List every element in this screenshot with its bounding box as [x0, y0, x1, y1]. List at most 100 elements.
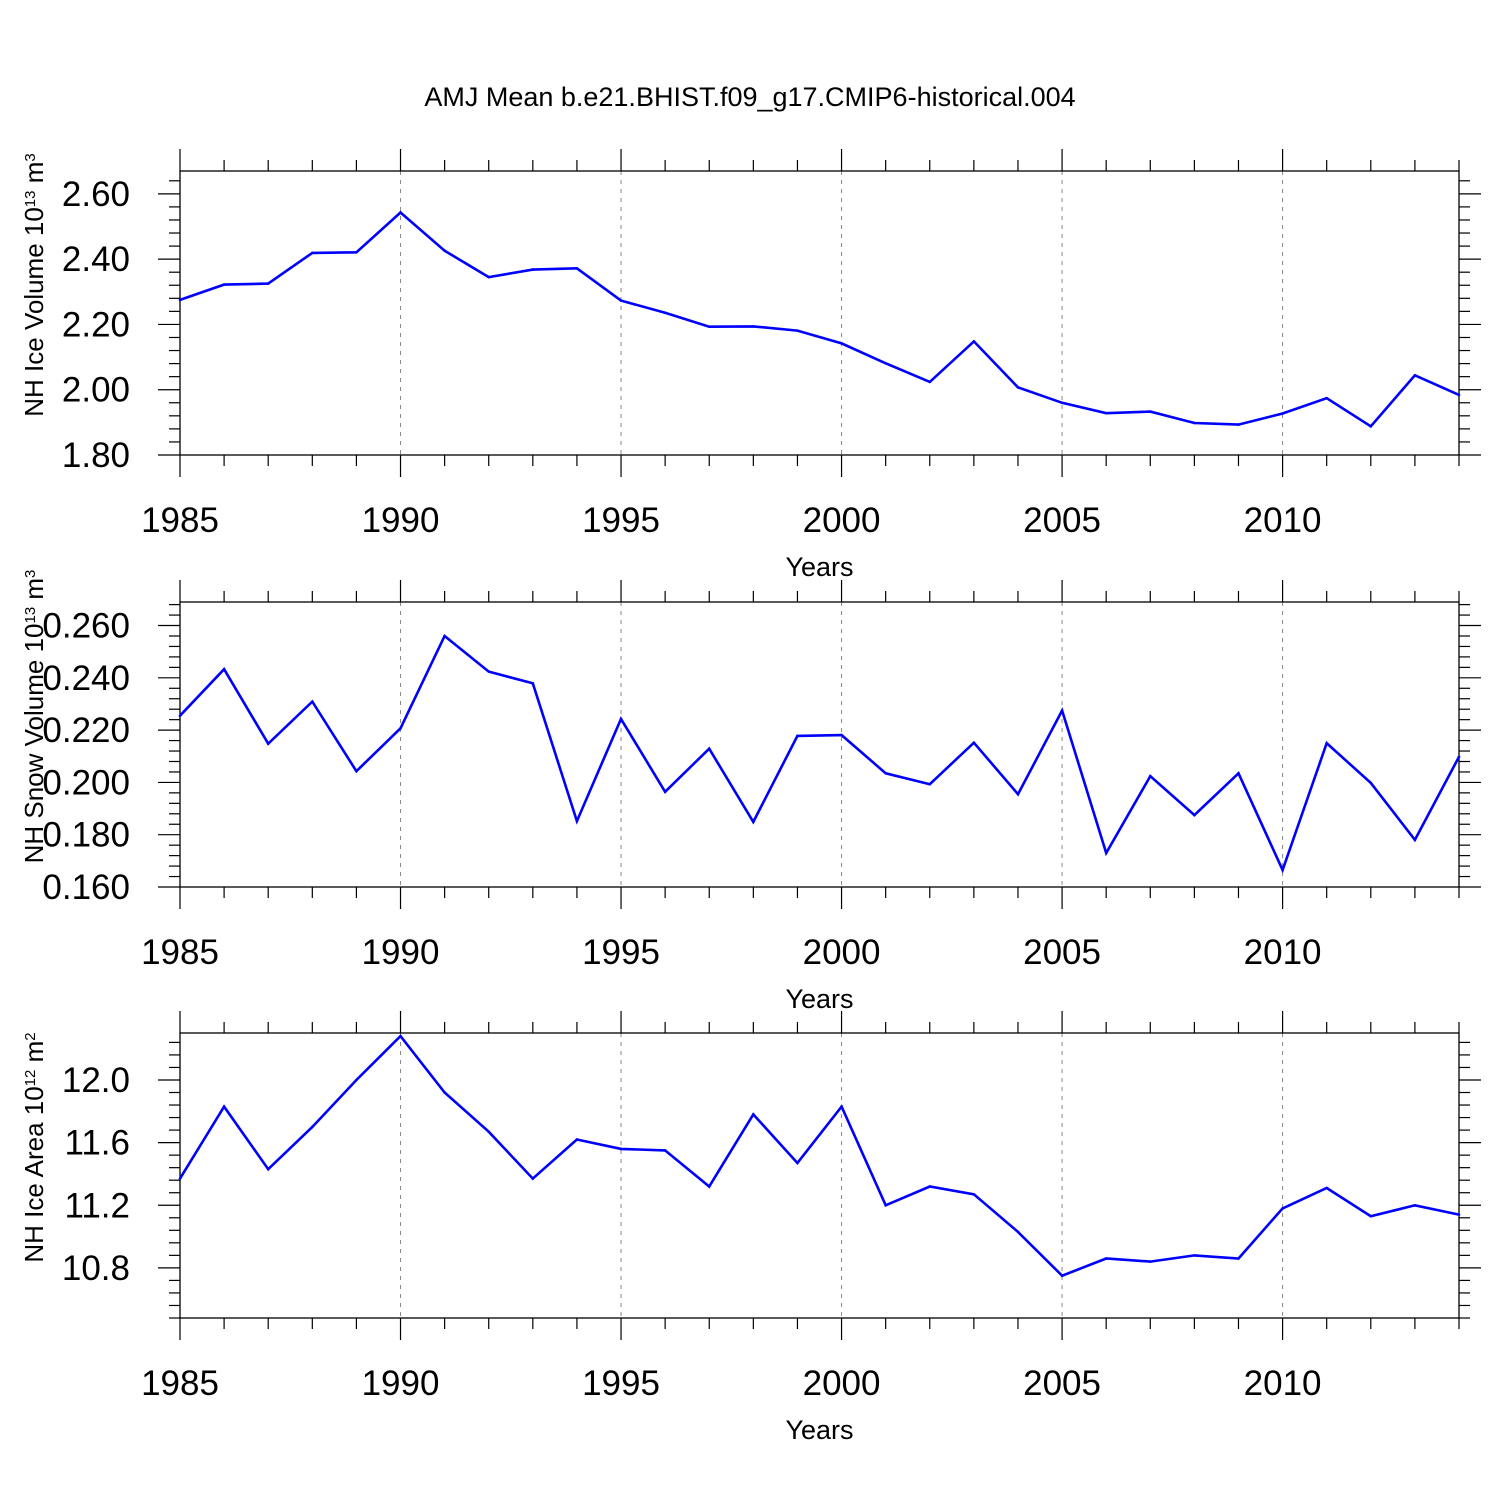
data-point [355, 1078, 358, 1082]
panel-ice-volume: 1985 1990 1995 2000 2005 2010 1.80 2.00 2.20 2.40… [19, 149, 1481, 582]
data-point [972, 741, 976, 744]
chart-panels: 1985 1990 1995 2000 2005 2010 1.80 2.00 2.20 2.40… [19, 149, 1481, 1445]
data-point [1237, 423, 1240, 426]
y-axis-label: NH Ice Volume 1013 m3 [19, 153, 49, 416]
y-label-unit: m [19, 1041, 49, 1070]
x-tick-label: 2010 [1244, 1364, 1322, 1403]
data-point [1325, 396, 1328, 400]
x-tick-label: 2010 [1244, 933, 1322, 972]
x-tick-label: 1990 [362, 1364, 440, 1403]
y-tick-label: 0.160 [42, 868, 130, 907]
series-line [178, 1034, 1460, 1278]
x-tick-label: 2005 [1023, 501, 1101, 540]
data-point [355, 250, 358, 254]
y-tick-label: 10.8 [62, 1249, 130, 1288]
data-point [1016, 792, 1020, 796]
data-point [399, 211, 402, 214]
y-label-unit-exponent: 3 [22, 570, 39, 578]
data-point [884, 771, 887, 775]
data-point [663, 790, 667, 794]
data-point [619, 717, 623, 721]
data-point [1148, 1260, 1152, 1263]
data-point [752, 1113, 755, 1116]
data-point [311, 251, 314, 255]
data-point [928, 1185, 932, 1188]
y-label-exponent: 12 [22, 1070, 39, 1087]
data-point [1369, 1214, 1373, 1218]
y-tick-label: 0.260 [42, 607, 130, 646]
data-point [1325, 1186, 1328, 1190]
y-label-text: NH Ice Volume 10 [19, 207, 49, 417]
data-point [840, 733, 843, 737]
data-point [1413, 374, 1417, 377]
data-point [1281, 412, 1284, 415]
data-point [575, 819, 579, 823]
data-point [222, 1105, 226, 1108]
y-tick-label: 0.240 [42, 659, 130, 698]
data-point [840, 1105, 843, 1108]
data-point [266, 1167, 270, 1171]
data-point [1193, 813, 1196, 817]
panel-ice-area: 1985 1990 1995 2000 2005 2010 10.8 11.2 11.6 12.0… [19, 1011, 1481, 1445]
x-tick-label: 1990 [362, 933, 440, 972]
data-point [1369, 424, 1373, 428]
data-point [178, 298, 182, 302]
data-point [1148, 774, 1152, 778]
data-point [1060, 1274, 1064, 1278]
y-tick-label: 2.60 [62, 175, 130, 214]
data-point [266, 742, 270, 746]
y-label-unit: m [19, 578, 49, 607]
x-tick-label: 1995 [582, 1364, 660, 1403]
data-point [1104, 411, 1108, 415]
data-point [531, 682, 535, 685]
x-tick-label: 2000 [803, 1364, 881, 1403]
data-point [707, 1185, 711, 1188]
data-point [752, 325, 755, 328]
data-point [1457, 1213, 1461, 1216]
plot-frame [179, 170, 1460, 456]
y-tick-label: 12.0 [62, 1061, 130, 1100]
data-point [1457, 393, 1461, 397]
data-point [399, 1034, 402, 1038]
data-point [311, 1125, 314, 1129]
x-axis-label: Years [785, 552, 853, 582]
data-point [443, 634, 446, 638]
data-point [796, 734, 799, 738]
data-point [531, 268, 535, 271]
y-tick-label: 0.200 [42, 763, 130, 802]
data-point [1016, 1230, 1020, 1234]
data-point [840, 342, 843, 345]
data-point [663, 1149, 667, 1152]
data-point [796, 329, 799, 332]
data-point [1413, 1203, 1417, 1207]
y-label-exponent: 13 [22, 190, 39, 207]
data-point [1104, 851, 1108, 855]
y-axis-label: NH Ice Area 1012 m2 [19, 1032, 49, 1262]
data-point [443, 249, 446, 252]
data-point [222, 283, 226, 286]
data-point [619, 1147, 623, 1151]
data-point [355, 769, 358, 773]
data-point [1193, 1254, 1196, 1257]
data-point [531, 1177, 535, 1180]
data-point [752, 820, 755, 824]
y-tick-label: 11.6 [64, 1124, 130, 1163]
data-point [928, 782, 932, 786]
figure-title: AMJ Mean b.e21.BHIST.f09_g17.CMIP6-histo… [424, 82, 1075, 112]
data-point [487, 670, 491, 673]
data-point [1237, 1257, 1240, 1260]
x-tick-label: 1985 [141, 933, 219, 972]
data-point [266, 282, 270, 285]
x-tick-label: 1990 [362, 501, 440, 540]
x-axis-label: Years [785, 1415, 853, 1445]
data-point [1413, 838, 1417, 842]
data-point [972, 340, 976, 343]
data-point [884, 1203, 887, 1207]
data-point [1104, 1257, 1108, 1260]
data-point [1325, 741, 1328, 745]
x-tick-label: 2010 [1244, 501, 1322, 540]
y-tick-label: 2.40 [62, 240, 130, 279]
data-point [178, 714, 182, 718]
data-point [222, 667, 226, 671]
data-point [487, 275, 491, 279]
